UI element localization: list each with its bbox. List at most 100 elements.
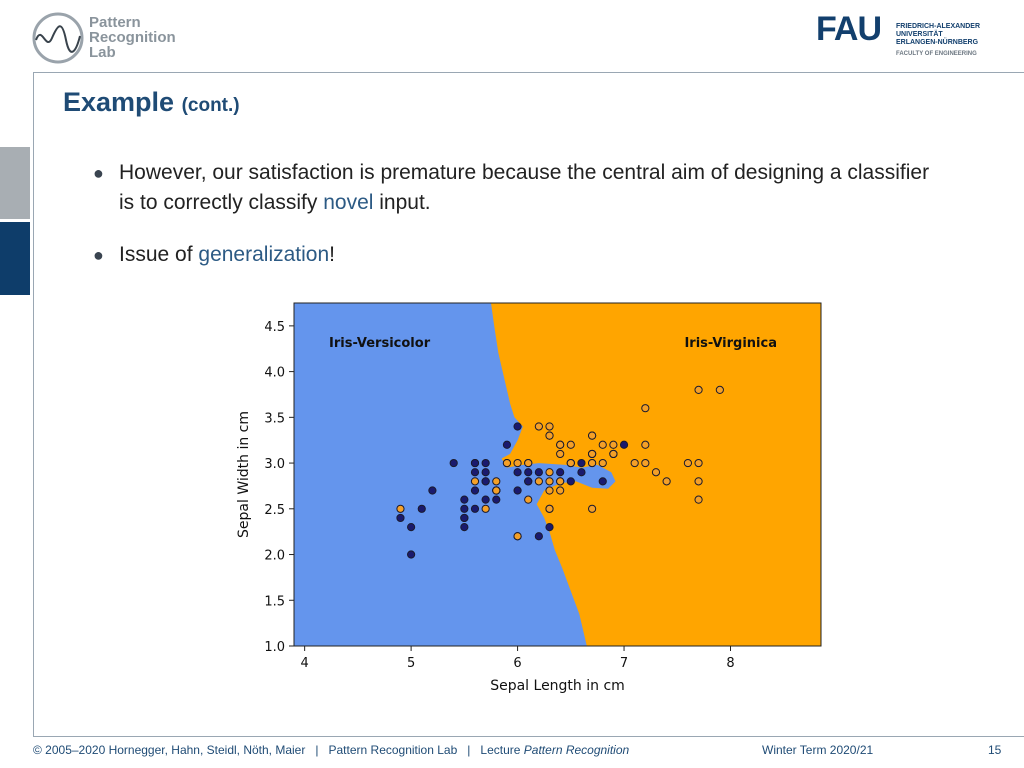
university-logo: FAU FRIEDRICH-ALEXANDER UNIVERSITÄT ERLA… bbox=[816, 12, 986, 62]
point-versicolor bbox=[481, 468, 490, 477]
point-virginica bbox=[545, 486, 554, 495]
y-tick-label: 3.0 bbox=[264, 457, 285, 472]
university-logo-mark: FAU bbox=[816, 10, 882, 48]
y-axis-ticks: 1.0 1.5 2.0 2.5 3.0 3.5 4.0 4.5 bbox=[264, 320, 294, 655]
point-versicolor bbox=[481, 458, 490, 468]
point-versicolor bbox=[460, 513, 469, 523]
point-virginica bbox=[545, 468, 554, 477]
point-virginica bbox=[588, 504, 597, 513]
point-virginica bbox=[609, 449, 618, 459]
point-virginica bbox=[556, 449, 565, 459]
point-virginica bbox=[513, 532, 522, 541]
region-label-virginica: Iris-Virginica bbox=[684, 336, 777, 351]
slide-title: Example (cont.) bbox=[63, 87, 240, 118]
faculty-name: FACULTY OF ENGINEERING bbox=[896, 51, 977, 57]
point-versicolor bbox=[534, 468, 543, 477]
slide-title-suffix: (cont.) bbox=[181, 95, 240, 116]
side-marker-grey bbox=[0, 147, 30, 219]
y-tick-label: 2.0 bbox=[264, 549, 285, 564]
point-versicolor bbox=[492, 495, 501, 504]
bullet-highlight: novel bbox=[323, 191, 374, 214]
point-virginica bbox=[481, 504, 490, 513]
university-name-line2: UNIVERSITÄT bbox=[896, 31, 943, 38]
x-axis-ticks: 4 5 6 7 8 bbox=[301, 646, 735, 671]
bullet-highlight: generalization bbox=[198, 243, 330, 266]
point-virginica bbox=[556, 440, 565, 449]
page-number: 15 bbox=[988, 743, 1002, 757]
point-virginica bbox=[513, 458, 522, 468]
point-versicolor bbox=[460, 495, 469, 504]
point-versicolor bbox=[460, 504, 469, 513]
bullet-item: ● However, our satisfaction is premature… bbox=[93, 158, 953, 220]
y-tick-label: 4.0 bbox=[264, 366, 285, 381]
x-axis-label: Sepal Length in cm bbox=[490, 678, 625, 694]
y-tick-label: 2.5 bbox=[264, 503, 285, 518]
point-virginica bbox=[524, 458, 533, 468]
point-virginica bbox=[641, 404, 650, 413]
point-virginica bbox=[651, 468, 661, 477]
lab-logo-icon bbox=[32, 12, 84, 64]
point-versicolor bbox=[470, 504, 480, 513]
point-versicolor bbox=[577, 468, 586, 477]
point-virginica bbox=[556, 477, 565, 486]
point-virginica bbox=[630, 458, 639, 468]
point-virginica bbox=[524, 495, 533, 504]
point-versicolor bbox=[598, 477, 607, 486]
x-tick-label: 7 bbox=[620, 656, 628, 671]
point-versicolor bbox=[470, 468, 480, 477]
point-virginica bbox=[609, 440, 618, 449]
bullet-item: ● Issue of generalization! bbox=[93, 240, 953, 272]
point-virginica bbox=[566, 458, 575, 468]
point-versicolor bbox=[577, 458, 586, 468]
point-virginica bbox=[694, 458, 703, 468]
point-virginica bbox=[545, 422, 554, 431]
point-versicolor bbox=[407, 522, 416, 532]
point-virginica bbox=[534, 422, 543, 431]
point-versicolor bbox=[460, 522, 469, 532]
point-versicolor bbox=[417, 504, 426, 513]
point-virginica bbox=[492, 486, 501, 495]
point-virginica bbox=[683, 458, 693, 468]
point-versicolor bbox=[513, 422, 522, 431]
bullet-text-part: input. bbox=[373, 191, 431, 214]
bullet-dot-icon: ● bbox=[93, 163, 104, 183]
footer-separator: | bbox=[315, 743, 319, 757]
point-virginica bbox=[470, 477, 480, 486]
slide-title-main: Example bbox=[63, 87, 175, 117]
point-versicolor bbox=[428, 486, 437, 495]
point-versicolor bbox=[449, 458, 458, 468]
point-virginica bbox=[694, 495, 703, 504]
lab-logo: Pattern Recognition Lab bbox=[32, 12, 202, 68]
lab-logo-line3: Lab bbox=[89, 44, 116, 61]
x-tick-label: 5 bbox=[407, 656, 415, 671]
y-tick-label: 4.5 bbox=[264, 320, 285, 335]
y-tick-label: 1.5 bbox=[264, 594, 285, 609]
point-versicolor bbox=[513, 468, 522, 477]
lab-logo-line1: Pattern bbox=[89, 14, 141, 31]
point-virginica bbox=[662, 477, 671, 486]
point-versicolor bbox=[396, 513, 405, 523]
point-virginica bbox=[545, 477, 554, 486]
point-virginica bbox=[556, 486, 565, 495]
point-virginica bbox=[396, 504, 405, 513]
footer-separator: | bbox=[467, 743, 471, 757]
point-virginica bbox=[641, 440, 650, 449]
point-virginica bbox=[641, 458, 650, 468]
point-versicolor bbox=[470, 458, 480, 468]
bullet-text: Issue of generalization! bbox=[119, 240, 939, 270]
point-virginica bbox=[566, 440, 575, 449]
x-tick-label: 4 bbox=[301, 656, 309, 671]
point-versicolor bbox=[407, 550, 416, 559]
university-name-line3: ERLANGEN-NÜRNBERG bbox=[896, 39, 979, 46]
frame-left-line bbox=[33, 72, 34, 736]
point-virginica bbox=[588, 458, 597, 468]
decision-boundary-chart: Iris-Versicolor Iris-Virginica 4 5 6 7 8 1.0… bbox=[236, 302, 822, 694]
y-axis-label: Sepal Width in cm bbox=[236, 411, 252, 538]
frame-bottom-line bbox=[33, 736, 1024, 737]
data-points bbox=[396, 385, 724, 559]
bullet-dot-icon: ● bbox=[93, 245, 104, 265]
point-versicolor bbox=[556, 468, 565, 477]
region-label-versicolor: Iris-Versicolor bbox=[329, 336, 431, 351]
point-virginica bbox=[588, 431, 597, 440]
point-versicolor bbox=[619, 440, 629, 449]
